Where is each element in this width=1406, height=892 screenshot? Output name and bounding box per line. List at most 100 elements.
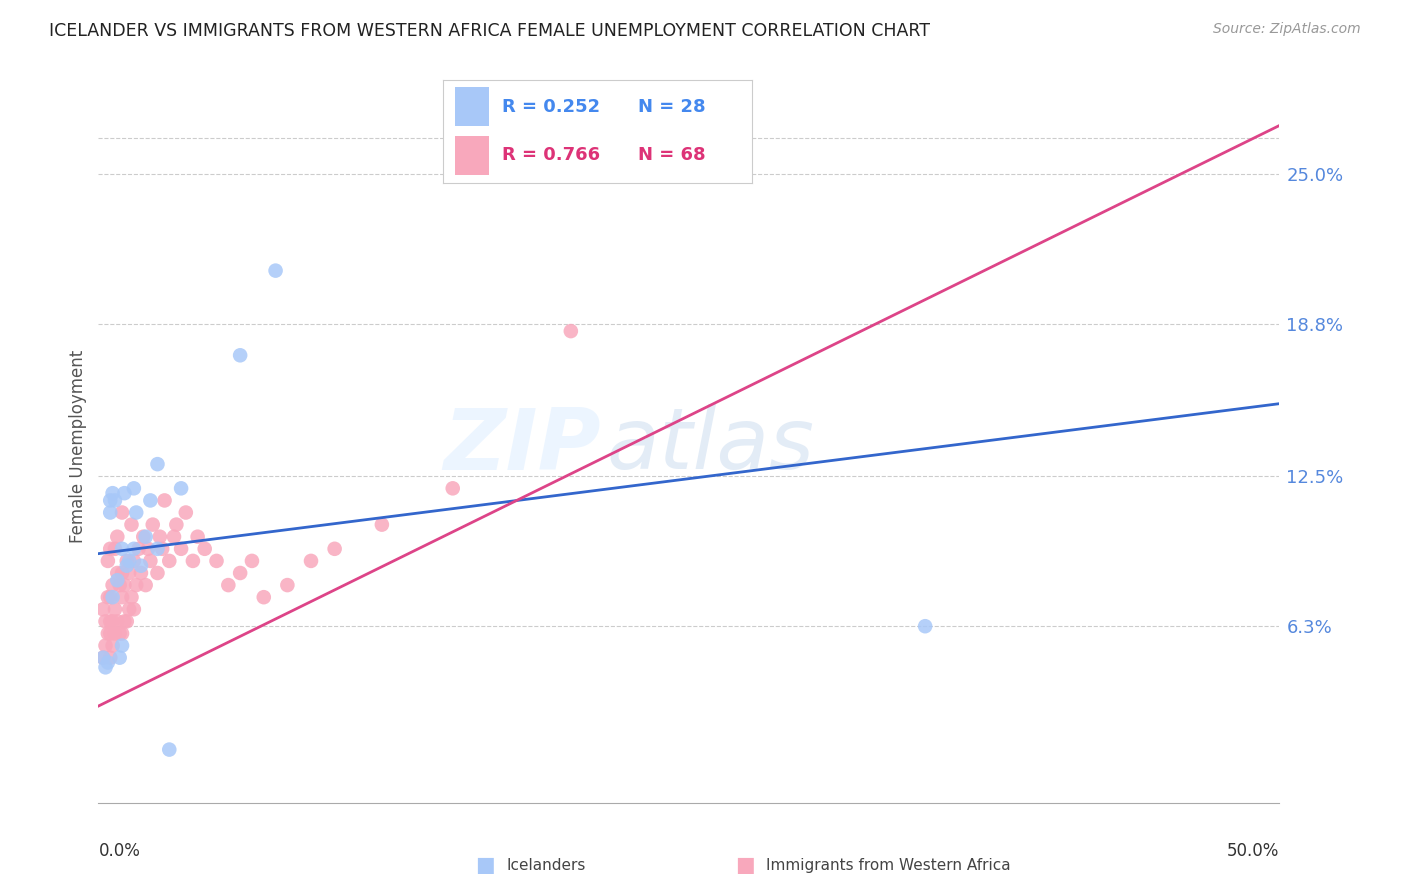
Point xyxy=(111,541,134,556)
Point xyxy=(94,615,117,629)
Point xyxy=(98,493,121,508)
Point xyxy=(112,615,135,629)
Point xyxy=(139,493,162,508)
Text: 50.0%: 50.0% xyxy=(1227,842,1279,860)
Point xyxy=(104,493,127,508)
Point xyxy=(101,615,124,629)
Point xyxy=(146,566,169,580)
Point xyxy=(146,457,169,471)
FancyBboxPatch shape xyxy=(456,87,489,127)
Point xyxy=(122,554,145,568)
Point xyxy=(157,742,180,756)
Text: ZIP: ZIP xyxy=(443,404,600,488)
Y-axis label: Female Unemployment: Female Unemployment xyxy=(69,350,87,542)
Point xyxy=(121,590,143,604)
Point xyxy=(98,590,121,604)
Point xyxy=(105,574,128,588)
Point xyxy=(187,530,209,544)
Point xyxy=(299,554,322,568)
Point xyxy=(129,566,152,580)
FancyBboxPatch shape xyxy=(456,136,489,175)
Point xyxy=(194,541,217,556)
Point xyxy=(914,619,936,633)
Point xyxy=(98,506,121,520)
Text: Icelanders: Icelanders xyxy=(506,858,585,872)
Text: 0.0%: 0.0% xyxy=(98,842,141,860)
Point xyxy=(111,590,134,604)
Text: N = 28: N = 28 xyxy=(638,98,706,116)
Point xyxy=(115,554,138,568)
Point xyxy=(153,493,176,508)
Text: Source: ZipAtlas.com: Source: ZipAtlas.com xyxy=(1213,22,1361,37)
Point xyxy=(146,541,169,556)
Text: ICELANDER VS IMMIGRANTS FROM WESTERN AFRICA FEMALE UNEMPLOYMENT CORRELATION CHAR: ICELANDER VS IMMIGRANTS FROM WESTERN AFR… xyxy=(49,22,931,40)
Point xyxy=(139,554,162,568)
Point xyxy=(98,615,121,629)
Point xyxy=(170,541,193,556)
Point xyxy=(142,517,165,532)
Point xyxy=(111,639,134,653)
Point xyxy=(98,650,121,665)
Point xyxy=(217,578,239,592)
Point xyxy=(441,481,464,495)
Point xyxy=(122,481,145,495)
Point xyxy=(111,506,134,520)
Point xyxy=(108,578,131,592)
Point xyxy=(163,530,186,544)
Point xyxy=(129,558,152,573)
Point xyxy=(91,602,114,616)
Point xyxy=(108,650,131,665)
Point xyxy=(111,566,134,580)
Point xyxy=(97,590,120,604)
Point xyxy=(229,348,252,362)
Point xyxy=(118,554,141,568)
Point xyxy=(121,517,143,532)
Text: ■: ■ xyxy=(475,855,495,875)
Point xyxy=(165,517,187,532)
Point xyxy=(122,602,145,616)
Point xyxy=(181,554,204,568)
Text: N = 68: N = 68 xyxy=(638,146,706,164)
Point xyxy=(94,639,117,653)
Point xyxy=(91,650,114,665)
Point xyxy=(98,541,121,556)
Point xyxy=(174,506,197,520)
Point xyxy=(323,541,346,556)
Point xyxy=(104,541,127,556)
Point xyxy=(101,639,124,653)
Point xyxy=(97,554,120,568)
Point xyxy=(104,626,127,640)
Point xyxy=(136,541,159,556)
Point xyxy=(105,566,128,580)
Point xyxy=(125,578,148,592)
Point xyxy=(98,626,121,640)
Point xyxy=(150,541,173,556)
Text: R = 0.252: R = 0.252 xyxy=(502,98,600,116)
Point xyxy=(135,530,157,544)
Point xyxy=(276,578,298,592)
Point xyxy=(104,602,127,616)
Point xyxy=(112,486,135,500)
Point xyxy=(112,578,135,592)
Point xyxy=(229,566,252,580)
Point xyxy=(91,650,114,665)
Point xyxy=(560,324,582,338)
Point xyxy=(205,554,228,568)
Point xyxy=(118,602,141,616)
Point xyxy=(101,486,124,500)
Point xyxy=(115,615,138,629)
Text: Immigrants from Western Africa: Immigrants from Western Africa xyxy=(766,858,1011,872)
Point xyxy=(94,660,117,674)
Point xyxy=(125,506,148,520)
Text: R = 0.766: R = 0.766 xyxy=(502,146,600,164)
Point xyxy=(149,530,172,544)
Point xyxy=(118,566,141,580)
Point xyxy=(101,590,124,604)
Point xyxy=(115,558,138,573)
Point xyxy=(111,626,134,640)
Point xyxy=(371,517,394,532)
Point xyxy=(264,263,287,277)
Point xyxy=(157,554,180,568)
Point xyxy=(105,530,128,544)
Point xyxy=(97,626,120,640)
